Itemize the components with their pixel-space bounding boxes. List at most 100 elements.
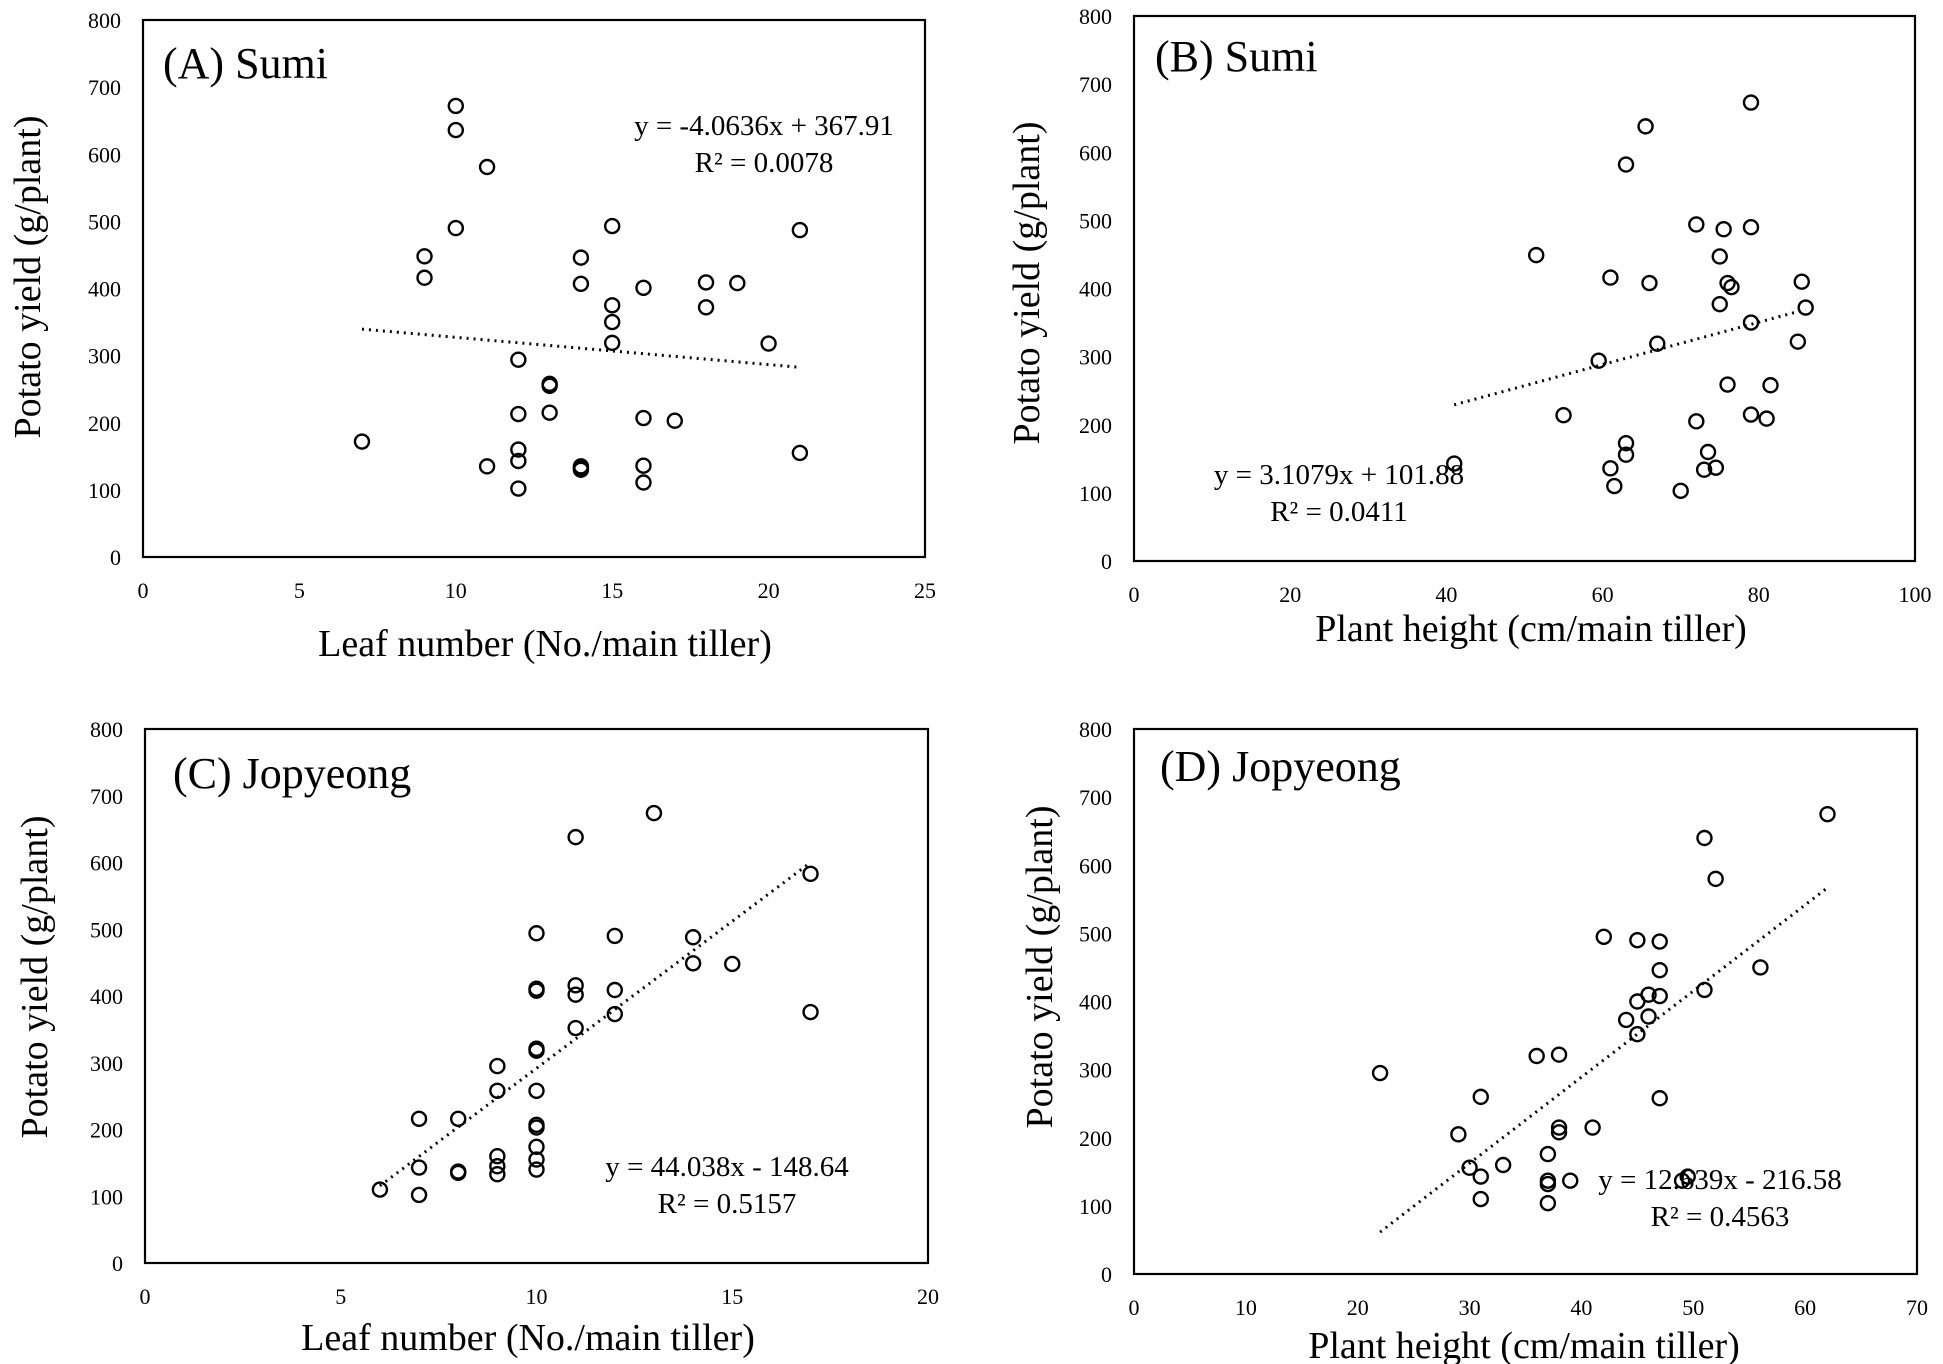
data-point bbox=[1819, 805, 1836, 823]
data-point bbox=[510, 351, 527, 368]
data-point bbox=[528, 1119, 545, 1136]
x-tick-label: 70 bbox=[1906, 1295, 1928, 1320]
data-point bbox=[510, 441, 527, 458]
x-tick-label: 20 bbox=[1279, 582, 1301, 607]
data-point bbox=[1539, 1175, 1557, 1193]
y-tick-label: 100 bbox=[88, 478, 121, 503]
trendline bbox=[1379, 886, 1829, 1234]
trendline bbox=[378, 861, 812, 1188]
x-tick-label: 30 bbox=[1459, 1295, 1481, 1320]
data-point bbox=[353, 433, 371, 450]
data-point bbox=[450, 1110, 467, 1128]
trendline-equation: y = 44.038x - 148.64 bbox=[605, 1151, 849, 1183]
data-point bbox=[604, 313, 621, 331]
data-point bbox=[410, 1159, 428, 1176]
data-point bbox=[1550, 1119, 1568, 1136]
data-point bbox=[606, 1005, 623, 1023]
y-tick-label: 500 bbox=[90, 917, 123, 942]
data-point bbox=[1742, 218, 1760, 236]
data-point bbox=[528, 1138, 545, 1156]
data-point bbox=[802, 1003, 819, 1021]
r-squared: R² = 0.0411 bbox=[1270, 496, 1408, 528]
data-point bbox=[489, 1147, 506, 1165]
data-point bbox=[1742, 94, 1760, 111]
r-squared: R² = 0.4563 bbox=[1651, 1201, 1790, 1233]
data-point bbox=[791, 221, 809, 239]
data-point bbox=[1758, 410, 1775, 427]
y-tick-label: 300 bbox=[88, 344, 121, 369]
data-point bbox=[447, 219, 464, 237]
data-point bbox=[567, 986, 584, 1003]
y-tick-label: 200 bbox=[90, 1118, 123, 1143]
plot-area-frame bbox=[141, 18, 927, 559]
data-point bbox=[528, 1082, 545, 1099]
data-point bbox=[1472, 1190, 1489, 1208]
data-point bbox=[447, 121, 464, 139]
panel-b-sumi-plant-height: (B) Sumi y = 3.1079x + 101.88 R² = 0.041… bbox=[1006, 4, 1932, 650]
y-tick-label: 400 bbox=[88, 277, 121, 302]
x-tick-label: 60 bbox=[1794, 1295, 1816, 1320]
y-tick-label: 100 bbox=[1079, 1194, 1112, 1219]
data-point bbox=[510, 405, 527, 423]
y-tick-label: 500 bbox=[1079, 208, 1112, 233]
data-point bbox=[645, 804, 663, 822]
x-tick-label: 50 bbox=[1682, 1295, 1704, 1320]
y-tick-label: 700 bbox=[88, 75, 121, 100]
y-tick-label: 0 bbox=[110, 545, 121, 570]
data-point bbox=[489, 1057, 506, 1075]
data-point bbox=[635, 279, 652, 297]
panel-d-jopyeong-plant-height: (D) Jopyeong y = 12.639x - 216.58 R² = 0… bbox=[1019, 717, 1928, 1364]
data-point bbox=[1651, 961, 1668, 979]
data-point bbox=[1762, 377, 1779, 394]
x-tick-label: 100 bbox=[1899, 582, 1932, 607]
data-point bbox=[1629, 931, 1646, 949]
plot-area-frame bbox=[1132, 727, 1919, 1276]
y-tick-label: 300 bbox=[1079, 345, 1112, 370]
y-tick-label: 600 bbox=[88, 142, 121, 167]
data-point bbox=[1472, 1088, 1489, 1106]
y-tick-label: 300 bbox=[90, 1051, 123, 1076]
data-point bbox=[1584, 1119, 1601, 1136]
data-point bbox=[1651, 1090, 1668, 1107]
data-point bbox=[1595, 928, 1613, 945]
x-tick-label: 0 bbox=[140, 1284, 151, 1309]
r-squared: R² = 0.5157 bbox=[658, 1188, 797, 1220]
r-squared: R² = 0.0078 bbox=[695, 147, 834, 179]
x-tick-label: 25 bbox=[914, 578, 936, 603]
data-point bbox=[1550, 1124, 1568, 1141]
data-point bbox=[1651, 933, 1668, 950]
y-tick-label: 300 bbox=[1079, 1058, 1112, 1083]
y-tick-label: 0 bbox=[1101, 1262, 1112, 1287]
y-tick-label: 100 bbox=[90, 1184, 123, 1209]
data-point bbox=[1651, 987, 1668, 1005]
data-point bbox=[1371, 1064, 1389, 1082]
data-point bbox=[1672, 482, 1689, 500]
y-tick-label: 800 bbox=[1079, 4, 1112, 29]
trendline bbox=[1453, 308, 1807, 407]
data-point bbox=[489, 1158, 506, 1175]
data-point bbox=[1711, 248, 1728, 265]
data-point bbox=[1550, 1046, 1568, 1063]
data-point bbox=[724, 955, 741, 973]
panel-a-sumi-leaf-number: (A) Sumi y = -4.0636x + 367.91 R² = 0.00… bbox=[7, 8, 936, 665]
data-point bbox=[1528, 1047, 1545, 1065]
x-tick-label: 80 bbox=[1748, 582, 1770, 607]
x-axis-title: Leaf number (No./main tiller) bbox=[301, 1317, 755, 1359]
y-tick-label: 800 bbox=[90, 717, 123, 742]
data-point bbox=[1699, 443, 1717, 461]
panel-c-jopyeong-leaf-number: (C) Jopyeong y = 44.038x - 148.64 R² = 0… bbox=[14, 717, 939, 1359]
y-tick-label: 400 bbox=[1079, 990, 1112, 1015]
data-point bbox=[1629, 1025, 1646, 1043]
panel-label: (D) Jopyeong bbox=[1160, 742, 1401, 791]
y-tick-label: 500 bbox=[88, 209, 121, 234]
y-tick-label: 700 bbox=[90, 784, 123, 809]
y-tick-label: 0 bbox=[1101, 549, 1112, 574]
data-point bbox=[489, 1166, 506, 1183]
data-point bbox=[528, 982, 545, 999]
data-point bbox=[528, 1161, 545, 1178]
data-point bbox=[635, 474, 652, 491]
data-point bbox=[410, 1110, 428, 1128]
data-point bbox=[1789, 333, 1807, 350]
data-point bbox=[1695, 461, 1713, 478]
data-point bbox=[1461, 1159, 1478, 1176]
